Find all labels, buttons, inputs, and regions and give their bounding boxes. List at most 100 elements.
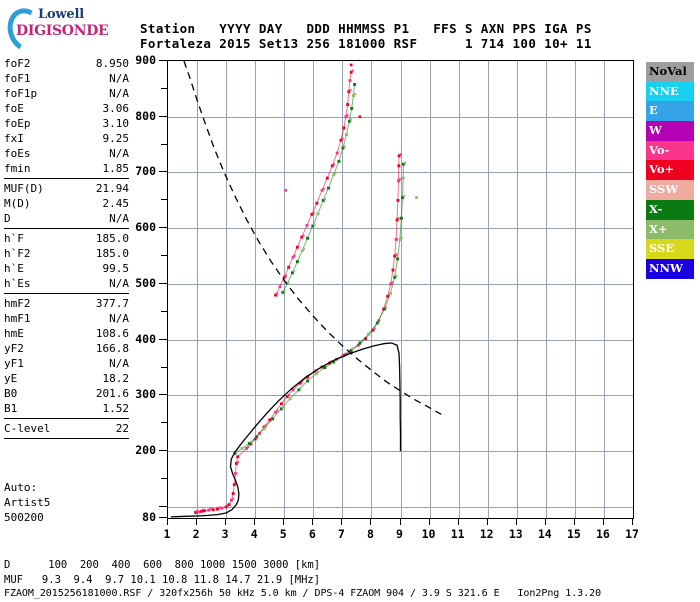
x-axis-tick bbox=[196, 519, 198, 525]
parameter-row: yE 18.2 bbox=[4, 371, 129, 386]
y-axis-label: 600 bbox=[135, 220, 156, 235]
parameter-key: yF2 bbox=[4, 342, 24, 355]
gridline-vertical bbox=[458, 61, 460, 518]
parameter-key: foEs bbox=[4, 147, 31, 160]
gridline-vertical bbox=[226, 61, 228, 518]
parameter-key: M(D) bbox=[4, 197, 31, 210]
gridline-vertical bbox=[545, 61, 547, 518]
x-axis-label: 17 bbox=[625, 527, 639, 541]
parameter-row: fmin 1.85 bbox=[4, 161, 129, 176]
x-axis-tick bbox=[254, 519, 256, 525]
parameter-row: foE 3.06 bbox=[4, 101, 129, 116]
x-axis-tick bbox=[544, 519, 546, 525]
legend-item-noval[interactable]: NoVal bbox=[646, 62, 694, 82]
parameter-key: h`E bbox=[4, 262, 24, 275]
x-axis-label: 11 bbox=[450, 527, 465, 541]
x-axis-tick bbox=[602, 519, 604, 525]
parameter-value: 21.94 bbox=[95, 182, 129, 195]
parameter-key: h`F2 bbox=[4, 247, 31, 260]
autoscaling-info: Auto: Artist5 500200 bbox=[4, 480, 50, 526]
parameter-row: hmF2 377.7 bbox=[4, 296, 129, 311]
parameter-key: hmF2 bbox=[4, 297, 31, 310]
isolated-echo-marker bbox=[358, 115, 362, 119]
parameter-group-4: C-level 22 bbox=[4, 421, 129, 439]
footer-muf-row: MUF 9.3 9.4 9.7 10.1 10.8 11.8 14.7 21.9… bbox=[4, 573, 321, 586]
y-axis-tick-minor bbox=[161, 199, 167, 201]
gridline-vertical bbox=[313, 61, 315, 518]
legend-item-sse[interactable]: SSE bbox=[646, 239, 694, 259]
legend-item-label: X+ bbox=[649, 221, 668, 236]
station-header: Station YYYY DAY DDD HHMMSS P1 FFS S AXN… bbox=[140, 21, 592, 51]
y-axis-tick bbox=[159, 227, 167, 229]
auto-label: Auto: bbox=[4, 481, 38, 494]
parameter-group-1: MUF(D) 21.94 M(D) 2.45 D N/A bbox=[4, 181, 129, 229]
legend-item-w[interactable]: W bbox=[646, 121, 694, 141]
trace-f-trace-upper-branch-o- bbox=[274, 69, 354, 297]
isolated-echo-marker bbox=[284, 189, 288, 192]
station-header-line2: Fortaleza 2015 Set13 256 181000 RSF 1 71… bbox=[140, 36, 592, 51]
x-axis-tick bbox=[167, 519, 168, 525]
legend-item-vo-[interactable]: Vo+ bbox=[646, 160, 694, 181]
trace-muf-oblique-curve-dashed- bbox=[183, 61, 442, 415]
isolated-echo-marker bbox=[349, 63, 353, 67]
gridline-horizontal bbox=[168, 172, 633, 174]
x-axis-label: 7 bbox=[337, 527, 345, 541]
ionogram-plot-area[interactable] bbox=[167, 60, 634, 519]
legend-item-x-[interactable]: X+ bbox=[646, 219, 694, 240]
parameter-group-2: h`F 185.0 h`F2 185.0 h`E 99.5 h`Es N/A bbox=[4, 231, 129, 294]
parameter-row: foEs N/A bbox=[4, 146, 129, 161]
station-header-line1: Station YYYY DAY DDD HHMMSS P1 FFS S AXN… bbox=[140, 21, 592, 36]
x-axis-label: 15 bbox=[566, 527, 581, 541]
parameter-key: hmE bbox=[4, 327, 24, 340]
parameter-row: fxI 9.25 bbox=[4, 131, 129, 146]
y-axis-tick bbox=[159, 60, 167, 61]
x-axis-label: 16 bbox=[596, 527, 610, 541]
legend-item-label: NNW bbox=[649, 260, 683, 275]
legend-item-label: NNE bbox=[649, 83, 679, 98]
y-axis-tick-minor bbox=[161, 143, 167, 145]
parameter-row: B0 201.6 bbox=[4, 386, 129, 401]
legend-item-x-[interactable]: X- bbox=[646, 199, 694, 220]
isolated-echo-marker bbox=[415, 196, 418, 199]
x-axis-tick bbox=[573, 519, 575, 525]
gridline-vertical bbox=[603, 61, 605, 518]
parameter-value: 2.45 bbox=[102, 197, 130, 210]
parameter-value: 201.6 bbox=[95, 387, 129, 400]
legend-item-vo-[interactable]: Vo- bbox=[646, 140, 694, 161]
x-axis-tick bbox=[370, 519, 372, 525]
parameter-key: B0 bbox=[4, 387, 18, 400]
parameter-value: N/A bbox=[109, 357, 129, 370]
parameter-value: 9.25 bbox=[102, 132, 130, 145]
y-axis-label: 400 bbox=[135, 331, 156, 346]
parameter-row: D N/A bbox=[4, 211, 129, 226]
y-axis-tick bbox=[159, 171, 167, 173]
y-axis-tick-minor bbox=[161, 366, 167, 368]
parameter-row: B1 1.52 bbox=[4, 401, 129, 416]
gridline-vertical bbox=[516, 61, 518, 518]
y-axis-tick-minor bbox=[161, 422, 167, 424]
parameter-group-3: hmF2 377.7 hmF1 N/A hmE 108.6 yF2 166.8 yF1 N/A yE… bbox=[4, 296, 129, 419]
auto-program: Artist5 bbox=[4, 496, 51, 510]
footer-file-row: FZAOM_2015256181000.RSF / 320fx256h 50 k… bbox=[4, 588, 602, 600]
legend-item-label: E bbox=[649, 103, 658, 118]
x-axis-tick bbox=[225, 519, 227, 525]
legend-item-label: SSW bbox=[649, 182, 679, 197]
gridline-vertical bbox=[429, 61, 431, 518]
legend-item-ssw[interactable]: SSW bbox=[646, 180, 694, 200]
parameter-row: foEp 3.10 bbox=[4, 116, 129, 131]
y-axis-tick-minor bbox=[161, 477, 167, 479]
x-axis-tick bbox=[457, 519, 459, 525]
parameter-row: hmF1 N/A bbox=[4, 311, 129, 326]
parameter-row: h`Es N/A bbox=[4, 276, 129, 291]
y-axis-tick bbox=[159, 505, 167, 507]
legend-item-e[interactable]: E bbox=[646, 101, 694, 122]
parameter-row: h`E 99.5 bbox=[4, 261, 129, 276]
parameter-key: yE bbox=[4, 372, 18, 385]
legend-item-nne[interactable]: NNE bbox=[646, 81, 694, 102]
parameter-key: foE bbox=[4, 102, 24, 115]
y-axis-tick bbox=[159, 394, 167, 396]
legend-item-nnw[interactable]: NNW bbox=[646, 258, 694, 279]
gridline-vertical bbox=[400, 61, 402, 518]
x-axis-label: 10 bbox=[421, 527, 436, 541]
parameter-row: M(D) 2.45 bbox=[4, 196, 129, 211]
